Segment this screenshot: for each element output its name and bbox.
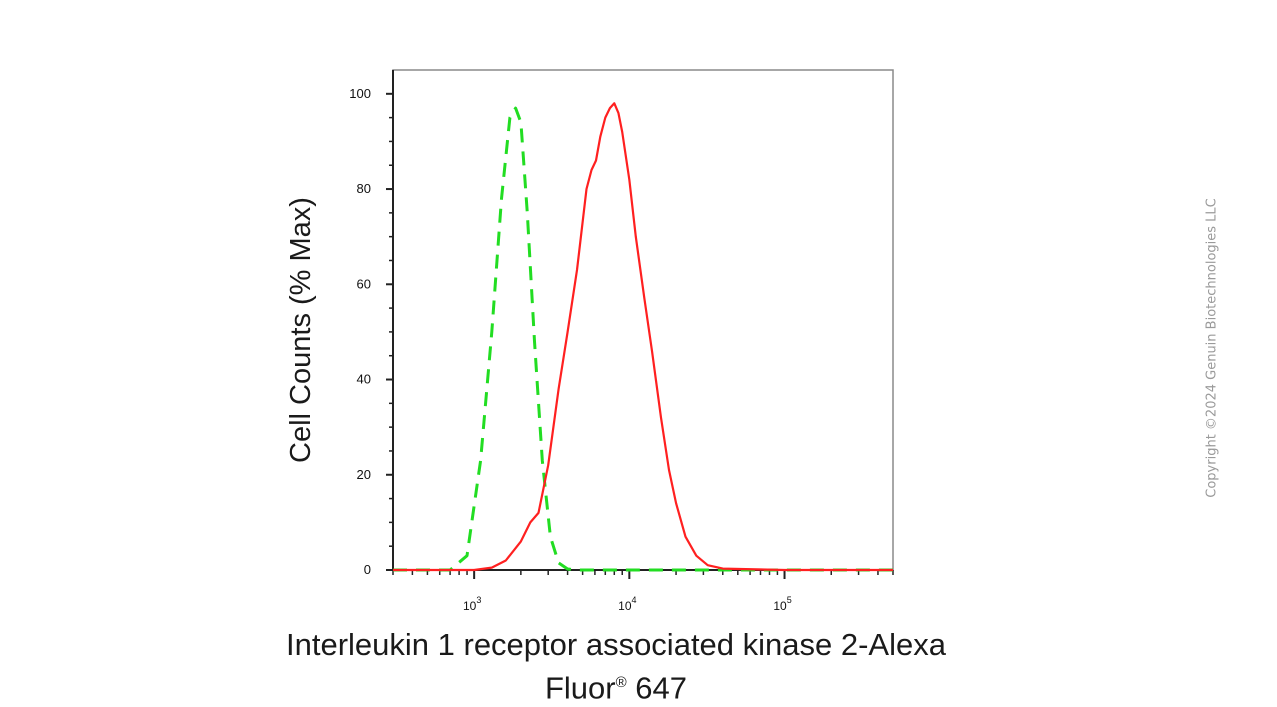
stained-histogram-line	[393, 102, 893, 572]
x-tick-label: 103	[463, 595, 481, 613]
y-tick-label: 20	[357, 467, 371, 482]
y-tick-label: 100	[349, 86, 371, 101]
x-axis-label-fluor: Fluor	[544, 670, 616, 706]
x-axis-label-number: 647	[626, 670, 688, 706]
plot-frame	[392, 69, 894, 571]
x-axis-label: Interleukin 1 receptor associated kinase…	[240, 626, 992, 707]
x-tick-label: 104	[618, 595, 636, 613]
y-tick-label: 80	[357, 181, 371, 196]
y-tick-label: 0	[364, 562, 371, 577]
control-histogram-line	[393, 106, 893, 572]
y-tick-label: 60	[357, 276, 371, 291]
y-axis-label: Cell Counts (% Max)	[285, 197, 317, 463]
copyright-notice: Copyright ©2024 Genuin Biotechnologies L…	[1204, 198, 1220, 498]
registered-mark: ®	[615, 674, 627, 691]
x-tick-label: 105	[773, 595, 791, 613]
y-tick-label: 40	[357, 372, 371, 387]
plot-area: 0 20 40 60 80 100 103 104 105 Cell Counts (% Max)	[285, 69, 894, 613]
x-axis-label-line1: Interleukin 1 receptor associated kinase…	[286, 627, 946, 662]
x-axis-label-line2: Fluor® 647	[240, 664, 992, 707]
